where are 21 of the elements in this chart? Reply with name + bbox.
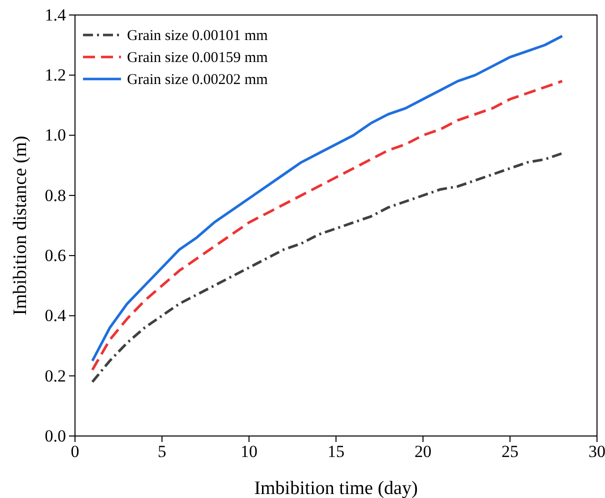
legend-label: Grain size 0.00159 mm <box>127 50 268 66</box>
x-tick-label: 25 <box>502 442 518 462</box>
y-tick-label: 0.4 <box>44 306 66 326</box>
x-axis-title: Imbibition time (day) <box>254 478 418 498</box>
y-tick-label: 1.4 <box>44 5 66 24</box>
x-tick-label: 5 <box>158 442 166 462</box>
x-tick-label: 20 <box>414 442 432 462</box>
x-tick-label: 0 <box>70 442 80 462</box>
y-tick-label: 1.0 <box>44 126 66 145</box>
legend-label: Grain size 0.00101 mm <box>127 28 268 44</box>
y-axis-title: Imbibition distance (m) <box>10 136 31 316</box>
y-tick-label: 0.0 <box>44 426 66 446</box>
x-tick-label: 15 <box>328 442 344 462</box>
x-tick-label: 10 <box>240 442 258 462</box>
y-tick-label: 0.6 <box>44 246 66 266</box>
legend-label: Grain size 0.00202 mm <box>127 72 268 88</box>
y-tick-label: 0.8 <box>44 186 66 205</box>
x-tick-label: 30 <box>588 442 605 462</box>
y-tick-label: 0.2 <box>44 366 66 386</box>
y-tick-label: 1.2 <box>44 66 66 85</box>
line-series <box>91 152 564 384</box>
